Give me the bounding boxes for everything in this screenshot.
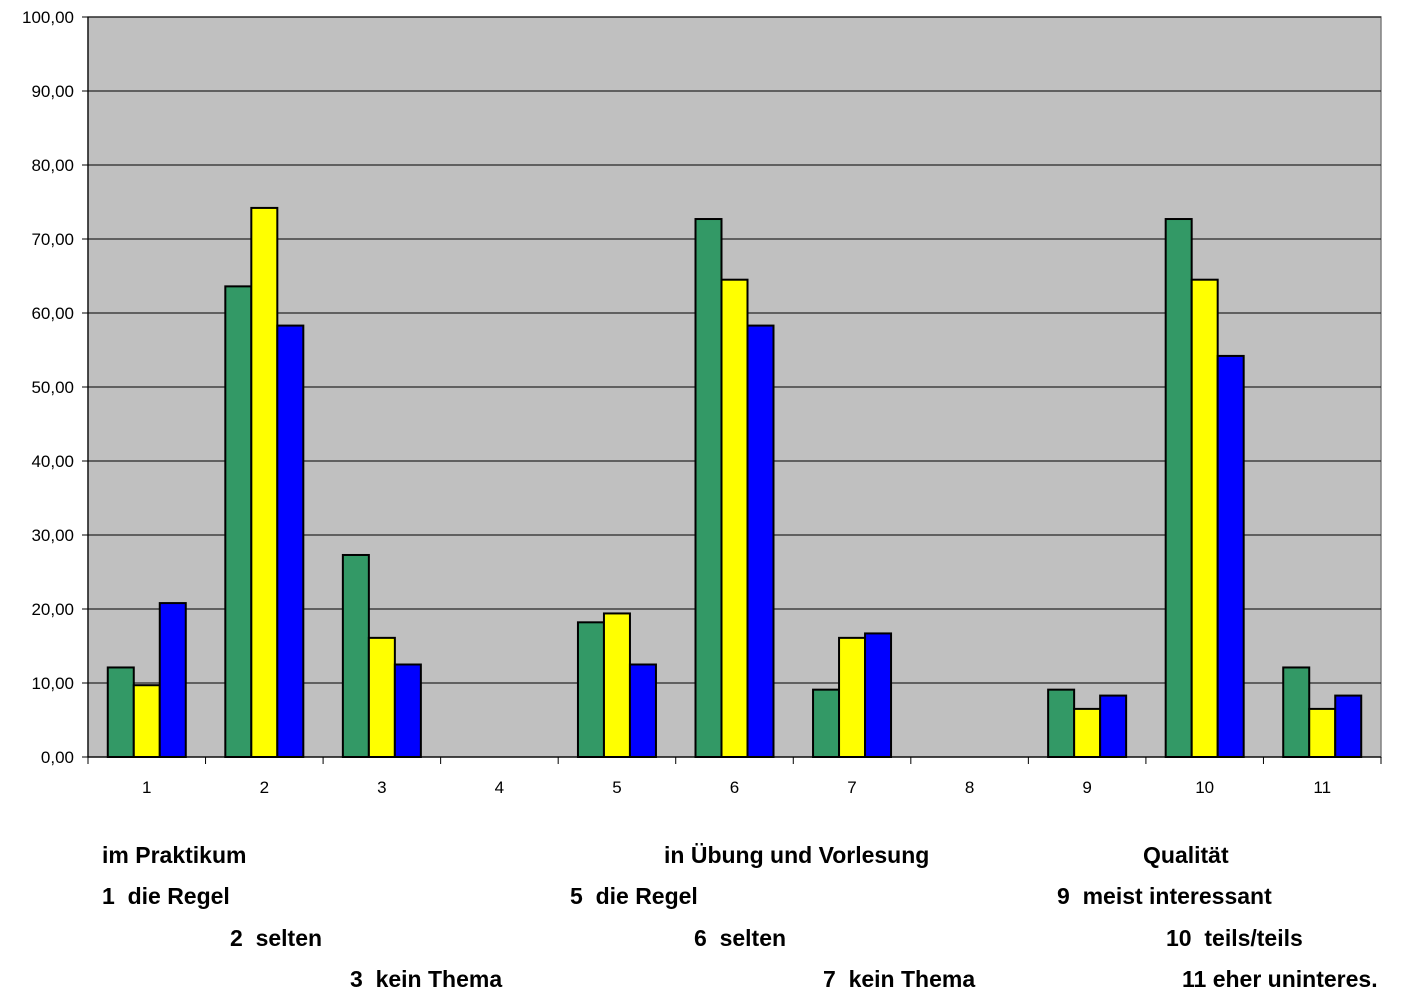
- y-tick-label: 50,00: [31, 378, 74, 397]
- bar-cat5-s3: [628, 663, 657, 758]
- x-tick-label: 11: [1313, 778, 1331, 797]
- y-tick-label: 10,00: [31, 674, 74, 693]
- legend-group3-title: Qualität: [1143, 842, 1229, 868]
- x-tick-label: 1: [142, 778, 151, 797]
- bar-cat7-s3: [864, 632, 893, 758]
- y-tick-label: 90,00: [31, 82, 74, 101]
- x-tick-label: 7: [847, 778, 856, 797]
- x-tick-label: 2: [260, 778, 269, 797]
- legend-group1-item3: 3 kein Thema: [350, 966, 503, 992]
- x-tick-label: 4: [495, 778, 504, 797]
- bar-cat7-s2: [838, 636, 867, 758]
- bar-cat9-s3: [1099, 694, 1128, 759]
- bar-cat3-s2: [367, 636, 396, 758]
- legend-group2-item3: 7 kein Thema: [823, 966, 976, 992]
- bar-cat1-s2: [132, 684, 161, 758]
- legend-group2-item2: 6 selten: [694, 925, 787, 951]
- x-tick-label: 5: [612, 778, 621, 797]
- bar-cat1-s1: [106, 666, 135, 759]
- y-tick-labels: 0,00 10,00 20,00 30,00 40,00 50,00 60,00 70,00 8…: [22, 8, 74, 767]
- bar-cat10-s1: [1164, 218, 1193, 758]
- y-tick-label: 80,00: [31, 156, 74, 175]
- legend-group3-item3: 11 eher uninteres.: [1182, 966, 1378, 992]
- bar-cat11-s3: [1334, 694, 1363, 759]
- bar-cat3-s1: [341, 553, 370, 758]
- bar-cat2-s2: [250, 206, 279, 759]
- x-tick-labels: 1 2 3 4 5 6 7 8 9 10 11: [142, 778, 1331, 797]
- bar-cat9-s2: [1073, 707, 1102, 759]
- x-tick-label: 9: [1082, 778, 1091, 797]
- bar-cat11-s2: [1308, 707, 1337, 759]
- bar-cat6-s3: [746, 324, 775, 758]
- axes: [87, 17, 1381, 758]
- legend-group2-item1: 5 die Regel: [570, 883, 698, 909]
- legend-group1-title: im Praktikum: [102, 842, 247, 868]
- legend-group3-item2: 10 teils/teils: [1166, 925, 1303, 951]
- x-tick-label: 6: [730, 778, 739, 797]
- y-tick-label: 30,00: [31, 526, 74, 545]
- legend-group3-item1: 9 meist interessant: [1057, 883, 1272, 909]
- y-tick-label: 100,00: [22, 8, 74, 27]
- legend-group1-item1: 1 die Regel: [102, 883, 230, 909]
- bar-cat10-s2: [1190, 278, 1219, 758]
- bar-cat3-s3: [393, 663, 422, 758]
- legend-group2-title: in Übung und Vorlesung: [664, 842, 930, 868]
- bar-cat5-s1: [576, 621, 605, 758]
- legend-group1-item2: 2 selten: [230, 925, 323, 951]
- bar-cat2-s3: [276, 324, 305, 758]
- bar-cat9-s1: [1047, 688, 1076, 758]
- bar-cat2-s1: [224, 285, 253, 758]
- bars: [106, 206, 1363, 759]
- bar-cat1-s3: [158, 602, 187, 759]
- y-tick-label: 40,00: [31, 452, 74, 471]
- bar-cat11-s1: [1282, 666, 1311, 759]
- bar-cat7-s1: [812, 688, 841, 758]
- bar-cat10-s3: [1216, 354, 1245, 758]
- bar-cat5-s2: [602, 612, 631, 758]
- x-tick-label: 10: [1195, 778, 1214, 797]
- y-tick-label: 0,00: [41, 748, 74, 767]
- x-tick-label: 3: [377, 778, 386, 797]
- y-tick-label: 70,00: [31, 230, 74, 249]
- y-tick-label: 20,00: [31, 600, 74, 619]
- y-tick-label: 60,00: [31, 304, 74, 323]
- bar-cat6-s1: [694, 218, 723, 758]
- x-tick-label: 8: [965, 778, 974, 797]
- bar-cat6-s2: [720, 278, 749, 758]
